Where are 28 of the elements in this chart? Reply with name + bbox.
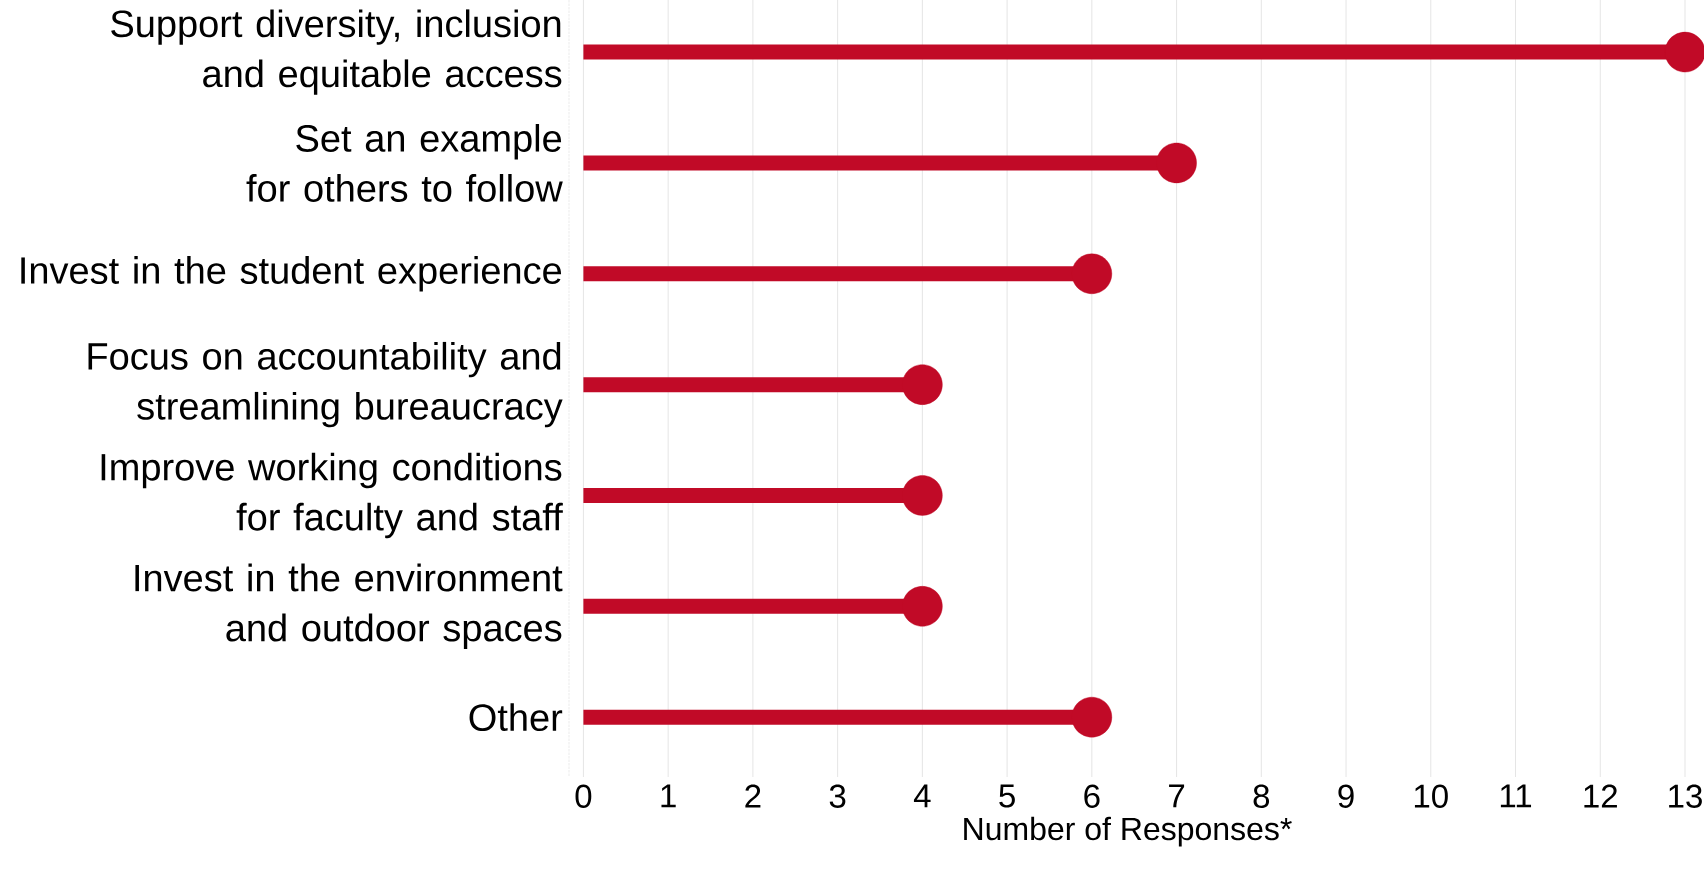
x-tick-label: 2 bbox=[745, 784, 761, 808]
point bbox=[1071, 696, 1113, 738]
x-axis-title: Number of Responses* bbox=[964, 816, 1292, 847]
point bbox=[902, 475, 943, 516]
point bbox=[902, 586, 943, 627]
y-tick-label: Set an example for others to follow bbox=[246, 123, 563, 202]
y-tick-label: Invest in the environment and outdoor spaces bbox=[135, 563, 563, 650]
point bbox=[1156, 142, 1197, 184]
point bbox=[902, 364, 943, 405]
y-tick-label: Support diversity, inclusion and equitable access bbox=[111, 9, 562, 95]
x-tick-label: 3 bbox=[829, 784, 846, 808]
x-tick-label: 0 bbox=[575, 784, 592, 808]
x-tick-label: 6 bbox=[1084, 784, 1100, 808]
y-tick-label: Other bbox=[469, 703, 563, 732]
x-tick-label: 9 bbox=[1338, 784, 1354, 808]
x-tick-label: 5 bbox=[999, 784, 1015, 808]
x-tick-label: 1 bbox=[661, 784, 676, 808]
point bbox=[1071, 253, 1113, 294]
y-tick-label: Invest in the student experience bbox=[21, 256, 562, 292]
x-tick-label: 13 bbox=[1669, 784, 1702, 808]
x-tick-label: 4 bbox=[913, 784, 931, 808]
x-tick-label: 12 bbox=[1584, 784, 1617, 808]
x-tick-label: 8 bbox=[1253, 784, 1270, 808]
x-tick-label: 11 bbox=[1500, 784, 1532, 808]
x-tick-label: 10 bbox=[1414, 784, 1448, 808]
y-tick-label: Improve working conditions for faculty and staff bbox=[101, 452, 563, 539]
y-tick-label: Focus on accountability and streamlining bureaucracy bbox=[88, 341, 563, 428]
x-tick-label: 7 bbox=[1169, 784, 1185, 808]
